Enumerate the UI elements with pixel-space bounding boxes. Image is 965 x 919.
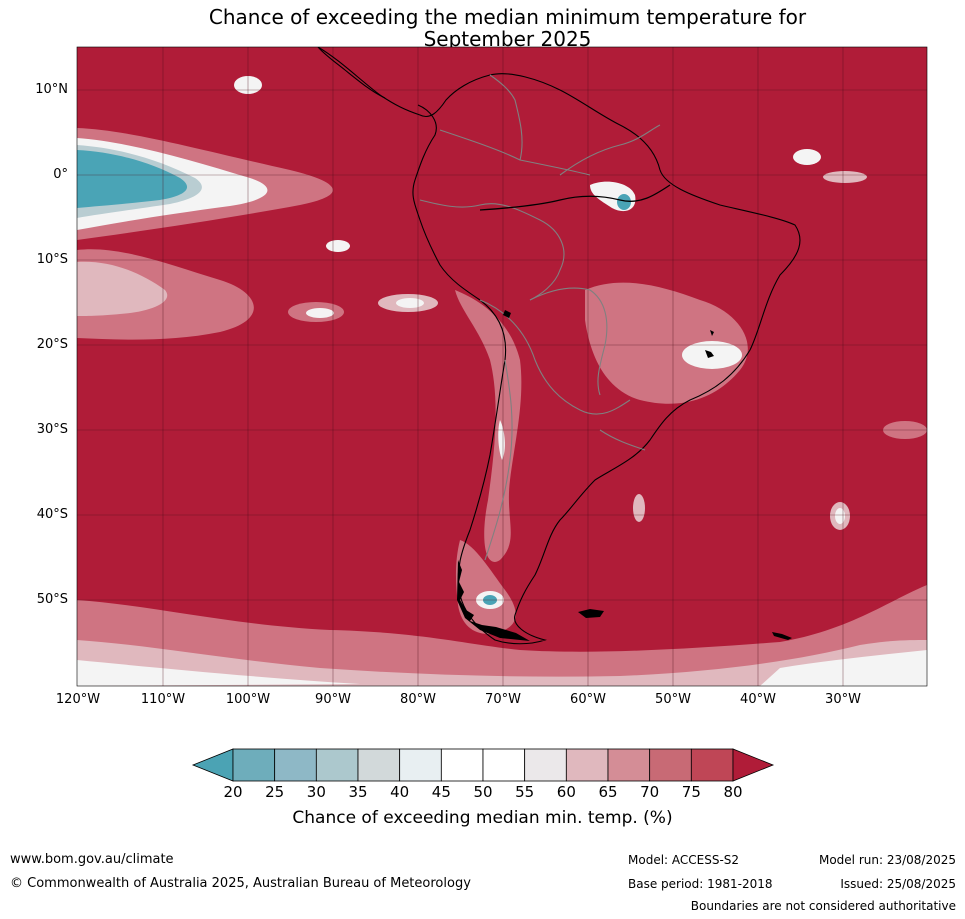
colorbar-tick-45: 45: [431, 783, 451, 801]
colorbar-cell-30-35: [315, 748, 359, 782]
lon-label-60w: 60°W: [570, 692, 606, 707]
southern-ocean-band-70: [77, 585, 927, 686]
country-borders: [419, 74, 661, 561]
model-run-date: Model run: 23/08/2025: [818, 853, 956, 867]
lat-label-10n: 10°N: [35, 82, 68, 97]
lon-label-120w: 120°W: [55, 692, 101, 707]
lon-label-80w: 80°W: [400, 692, 436, 707]
brazil-lakes: [705, 330, 714, 358]
lon-label-100w: 100°W: [225, 692, 271, 707]
colorbar-tick-35: 35: [348, 783, 368, 801]
lon-label-30w: 30°W: [825, 692, 861, 707]
colorbar-tick-50: 50: [473, 783, 493, 801]
issued-date: Issued: 25/08/2025: [840, 877, 956, 891]
colorbar-cell-25-30: [274, 748, 317, 782]
boundaries-disclaimer: Boundaries are not considered authoritat…: [690, 899, 956, 913]
lat-label-40s: 40°S: [36, 507, 68, 522]
patagonia-band-70: [455, 540, 516, 634]
brazil-band-70: [585, 282, 748, 404]
colorbar-tick-75: 75: [681, 783, 701, 801]
atlantic-spot-1: [793, 149, 821, 165]
colorbar-tick-70: 70: [640, 783, 660, 801]
colorbar-cells: [232, 748, 734, 782]
lat-label-0: 0°: [53, 167, 68, 182]
colorbar-tick-30: 30: [306, 783, 326, 801]
lat-label-20s: 20°S: [36, 337, 68, 352]
colorbar-cell-45-50: [440, 748, 484, 782]
map-frame: [76, 46, 928, 687]
colorbar-cell-65-70: [607, 748, 651, 782]
colorbar-label: Chance of exceeding median min. temp. (%…: [292, 808, 673, 828]
falkland-islands: [578, 609, 604, 618]
colorbar-tick-65: 65: [598, 783, 618, 801]
colorbar-under-arrow: [191, 748, 234, 782]
colorbar-cell-75-80: [690, 748, 734, 782]
colorbar-cell-20-25: [232, 748, 276, 782]
pacific-spot-3: [326, 240, 350, 252]
website-link[interactable]: www.bom.gov.au/climate: [10, 852, 174, 867]
lon-label-50w: 50°W: [655, 692, 691, 707]
model-name: Model: ACCESS-S2: [628, 853, 740, 867]
map-title-period: September 2025: [423, 27, 592, 51]
base-period: Base period: 1981-2018: [628, 877, 773, 891]
forecast-map: [76, 46, 928, 687]
lon-label-70w: 70°W: [485, 692, 521, 707]
south-pacific-band-white: [77, 261, 168, 316]
map-title: Chance of exceeding the median minimum t…: [208, 5, 807, 29]
colorbar-tick-55: 55: [515, 783, 535, 801]
colorbar-cell-60-65: [565, 748, 609, 782]
colorbar-tick-60: 60: [556, 783, 576, 801]
colorbar-cell-35-40: [357, 748, 401, 782]
colorbar-tick-40: 40: [390, 783, 410, 801]
colorbar-tick-25: 25: [265, 783, 285, 801]
colorbar: [191, 748, 775, 782]
lat-label-50s: 50°S: [36, 592, 68, 607]
colorbar-cell-50-55: [482, 748, 526, 782]
colorbar-tick-80: 80: [723, 783, 743, 801]
lat-label-30s: 30°S: [36, 422, 68, 437]
colorbar-tick-20: 20: [223, 783, 243, 801]
colorbar-cell-55-60: [524, 748, 567, 782]
colorbar-cell-70-75: [649, 748, 692, 782]
colorbar-cell-40-45: [399, 748, 442, 782]
pacific-band-25: [77, 150, 188, 208]
copyright-text: © Commonwealth of Australia 2025, Austra…: [10, 876, 471, 891]
south-georgia: [772, 632, 792, 640]
southern-ocean-band-white: [77, 640, 927, 686]
lake-titicaca: [503, 310, 511, 318]
southern-ocean-east-lightest: [760, 650, 927, 686]
amazon-spot-cold: [617, 194, 631, 210]
lon-label-110w: 110°W: [140, 692, 186, 707]
gridlines: [77, 47, 927, 686]
pacific-spot-4-core: [396, 298, 424, 308]
amazon-river: [479, 184, 671, 211]
lon-label-40w: 40°W: [740, 692, 776, 707]
lon-label-90w: 90°W: [315, 692, 351, 707]
atlantic-spot-3-core: [835, 508, 845, 524]
atlantic-spot-2: [823, 171, 867, 183]
colorbar-over-arrow: [732, 748, 775, 782]
pacific-spot-1-core: [306, 308, 334, 318]
southern-ocean-band-lightest: [77, 660, 360, 686]
central-america-coastline: [317, 47, 386, 99]
lat-label-10s: 10°S: [36, 252, 68, 267]
